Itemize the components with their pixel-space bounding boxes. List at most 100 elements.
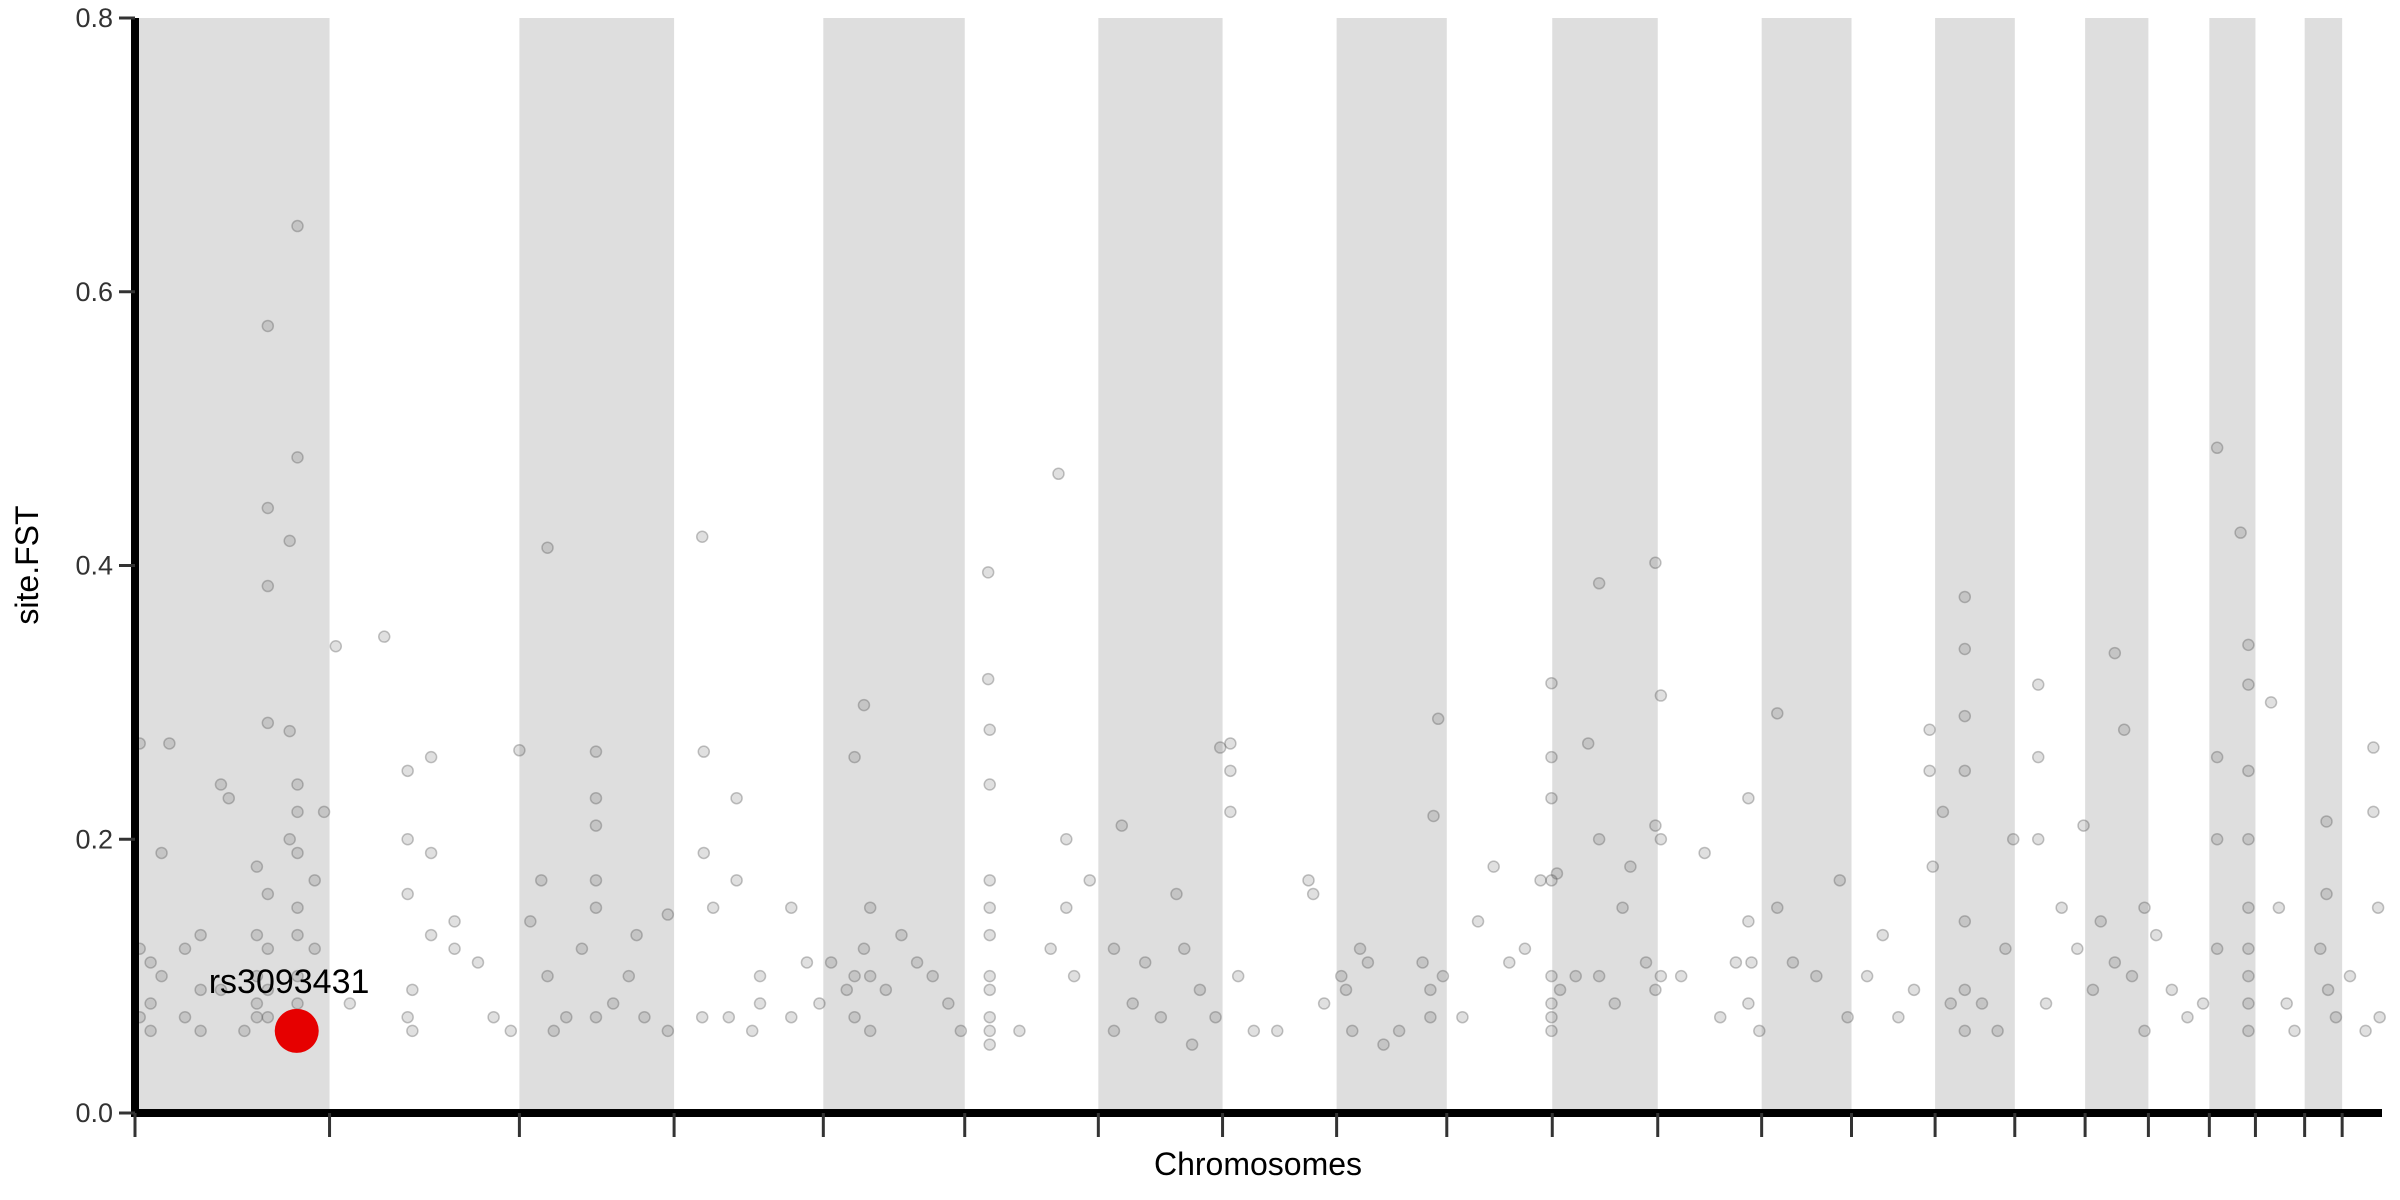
chromosome-bands	[135, 18, 2343, 1113]
data-point	[730, 874, 743, 887]
data-point	[1317, 997, 1331, 1010]
data-point	[2077, 819, 2090, 832]
data-point	[1975, 997, 1989, 1010]
data-point	[2321, 983, 2335, 997]
data-point	[697, 745, 711, 758]
data-point	[695, 530, 709, 544]
data-point	[291, 969, 304, 983]
data-point	[424, 846, 438, 860]
data-point	[983, 969, 996, 983]
data-point	[1907, 983, 1921, 997]
data-point	[2086, 983, 2100, 997]
data-point	[1503, 956, 1516, 969]
data-point	[448, 915, 461, 928]
data-point	[291, 928, 304, 942]
data-point	[1224, 764, 1237, 778]
data-point	[1923, 764, 1936, 778]
data-point	[1392, 1024, 1406, 1038]
data-point	[2210, 750, 2224, 764]
data-point	[2320, 887, 2333, 901]
data-point	[2006, 833, 2020, 846]
data-point	[1742, 997, 1755, 1010]
data-point	[178, 942, 192, 955]
data-point	[983, 901, 996, 914]
data-point	[575, 942, 589, 955]
data-point	[163, 737, 176, 750]
data-point	[1545, 791, 1558, 805]
data-point	[1427, 809, 1440, 823]
data-point	[487, 1010, 500, 1024]
data-point	[848, 1010, 861, 1024]
data-point	[261, 942, 275, 955]
data-point	[2138, 901, 2151, 914]
y-tick-label: 0.0	[75, 1098, 113, 1128]
data-point	[513, 744, 526, 757]
data-point	[2320, 815, 2333, 828]
data-point	[2367, 805, 2380, 819]
data-point	[2314, 942, 2327, 955]
data-point	[194, 928, 207, 942]
data-point	[863, 901, 877, 914]
data-point	[547, 1024, 561, 1038]
data-point	[695, 1010, 709, 1024]
chromosome-band	[2085, 18, 2149, 1113]
data-point	[1550, 867, 1564, 880]
data-point	[1958, 1024, 1972, 1038]
data-point	[1361, 956, 1375, 969]
data-point	[2196, 997, 2210, 1010]
data-point	[1518, 942, 1532, 955]
data-point	[983, 1024, 996, 1038]
data-point	[1958, 590, 1972, 604]
data-point	[1487, 860, 1500, 873]
chromosome-band	[823, 18, 965, 1113]
data-point	[697, 846, 711, 860]
data-point	[1649, 983, 1662, 997]
data-point	[661, 908, 675, 921]
data-point	[541, 541, 554, 554]
data-point	[1833, 874, 1847, 887]
data-point	[1456, 1010, 1469, 1024]
highlight-point[interactable]	[274, 1008, 319, 1053]
data-point	[2371, 901, 2385, 914]
chromosome-band	[1761, 18, 1852, 1113]
data-point	[1052, 467, 1065, 481]
data-point	[1771, 901, 1784, 914]
data-point	[1154, 1010, 1168, 1024]
highlight-label: rs3093431	[209, 963, 370, 1001]
data-point	[401, 764, 414, 778]
data-point	[2055, 901, 2068, 914]
data-point	[291, 219, 304, 233]
data-point	[1271, 1024, 1284, 1038]
data-point	[2125, 969, 2139, 983]
data-point	[2094, 915, 2107, 928]
data-point	[2031, 833, 2045, 846]
data-point	[1115, 819, 1129, 832]
data-point	[1545, 969, 1558, 983]
data-point	[250, 997, 264, 1010]
highlighted-snp: rs3093431	[209, 963, 370, 1053]
data-point	[1958, 709, 1972, 723]
data-point	[2181, 1010, 2194, 1024]
data-point	[261, 319, 275, 333]
data-point	[1424, 1010, 1437, 1024]
chromosome-band	[519, 18, 675, 1113]
data-point	[2242, 942, 2255, 955]
data-point	[2039, 997, 2053, 1010]
data-point	[2288, 1024, 2301, 1038]
data-point	[848, 969, 861, 983]
data-point	[222, 791, 236, 805]
data-point	[401, 1010, 414, 1024]
data-point	[308, 942, 321, 955]
data-point	[857, 698, 871, 712]
data-point	[2108, 646, 2122, 660]
chromosome-band	[1935, 18, 2015, 1113]
data-point	[2264, 696, 2278, 709]
data-point	[606, 997, 620, 1010]
data-point	[1742, 791, 1755, 805]
data-point	[401, 833, 414, 846]
data-point	[1553, 983, 1567, 997]
data-point	[1624, 860, 1637, 873]
data-point	[1335, 969, 1348, 983]
chromosome-band	[2209, 18, 2256, 1113]
